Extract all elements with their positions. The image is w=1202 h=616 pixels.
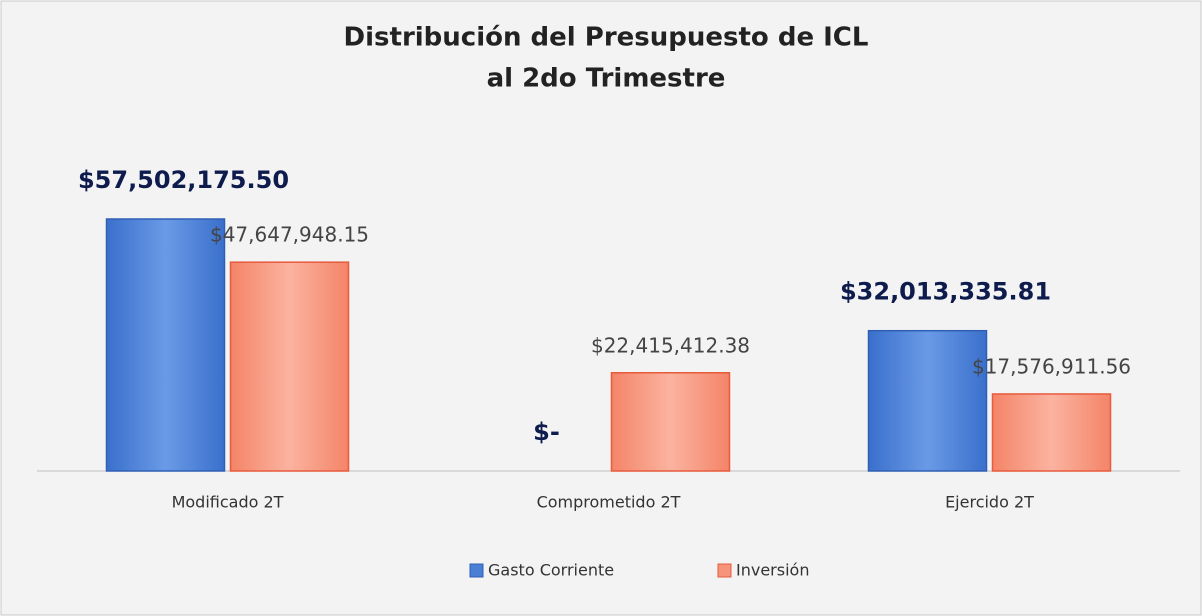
- data-label: $17,576,911.56: [972, 354, 1131, 378]
- data-label: $57,502,175.50: [78, 166, 289, 194]
- x-tick-label: Comprometido 2T: [537, 493, 681, 512]
- bar: [867, 329, 988, 472]
- data-label: $32,013,335.81: [840, 278, 1051, 306]
- bar: [610, 372, 731, 472]
- bar: [229, 261, 350, 472]
- bar: [105, 218, 226, 472]
- chart-title: al 2do Trimestre: [487, 64, 726, 94]
- data-label: $-: [533, 418, 560, 446]
- legend-label: Gasto Corriente: [488, 561, 614, 580]
- legend-swatch: [717, 563, 732, 578]
- x-tick-label: Modificado 2T: [172, 493, 284, 512]
- legend-label: Inversión: [736, 561, 809, 580]
- data-label: $22,415,412.38: [591, 333, 750, 357]
- data-label: $47,647,948.15: [210, 223, 369, 247]
- chart-title: Distribución del Presupuesto de ICL: [344, 23, 869, 53]
- legend-swatch: [469, 563, 484, 578]
- bar: [991, 393, 1112, 472]
- x-tick-label: Ejercido 2T: [945, 493, 1034, 512]
